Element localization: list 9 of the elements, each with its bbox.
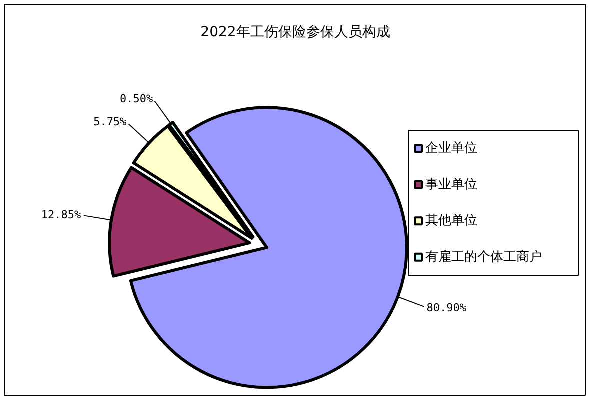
- legend-label: 有雇工的个体工商户: [426, 248, 542, 265]
- legend-label: 其他单位: [426, 214, 478, 229]
- data-label: 80.90%: [426, 301, 467, 314]
- chart-title: 2022年工伤保险参保人员构成: [200, 24, 390, 40]
- data-label: 5.75%: [94, 116, 128, 129]
- data-label: 0.50%: [120, 92, 154, 106]
- data-label: 12.85%: [41, 208, 82, 222]
- legend-label: 事业单位: [426, 177, 478, 192]
- legend-label: 企业单位: [426, 141, 478, 156]
